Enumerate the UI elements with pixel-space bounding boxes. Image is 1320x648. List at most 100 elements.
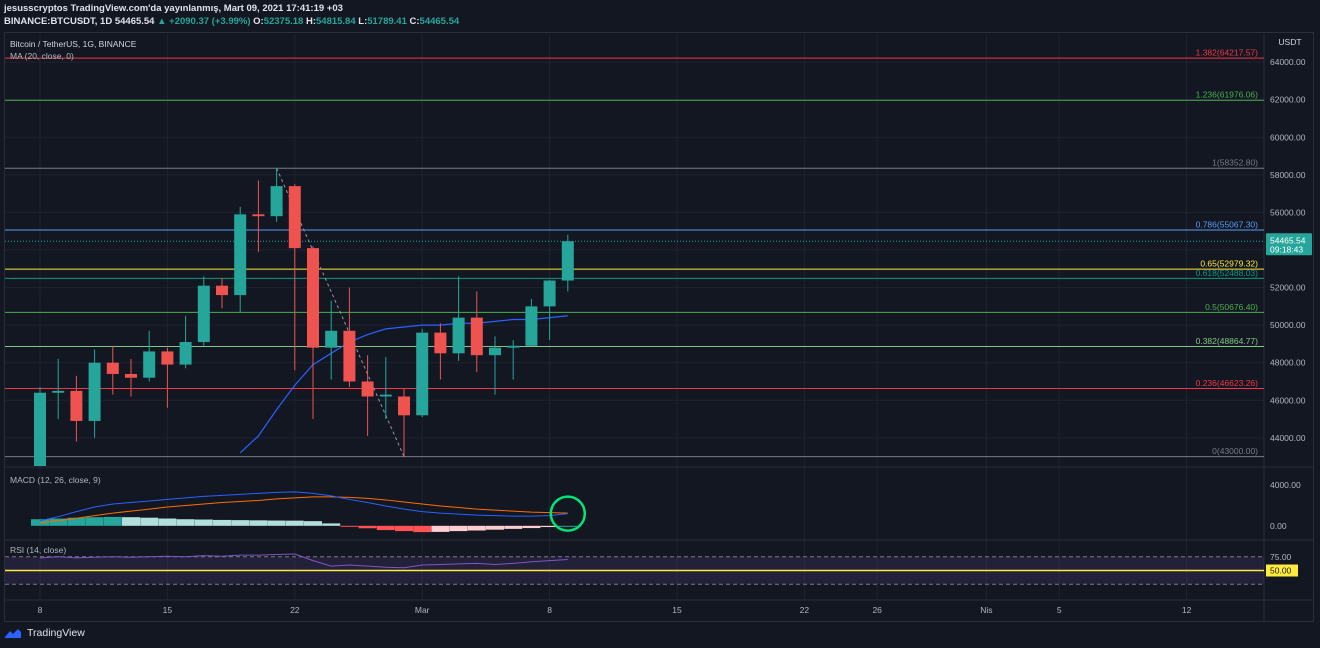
macd-histogram-bar [140, 517, 159, 526]
candle-body [452, 317, 465, 354]
low-label: L: [358, 16, 368, 27]
symbol-name: BINANCE:BTCUSDT, 1D [4, 16, 113, 27]
candle-body [470, 317, 483, 356]
close-label: C: [409, 16, 420, 27]
candle-body [143, 351, 156, 378]
open-label: O: [253, 16, 264, 27]
macd-histogram-bar [103, 516, 122, 526]
fib-trend-line [276, 168, 405, 457]
macd-histogram-bar [431, 525, 450, 532]
macd-histogram-bar [194, 519, 213, 526]
time-tick-label: 22 [290, 605, 300, 615]
candle-body [161, 351, 174, 365]
macd-histogram-bar [213, 519, 231, 526]
price-tick-label: 52000.00 [1270, 283, 1306, 293]
candle-body [34, 392, 46, 466]
fib-level-label: 0.382(48864.77) [1196, 336, 1259, 346]
macd-tick-label: 0.00 [1270, 521, 1287, 531]
price-change: ▲ +2090.37 (+3.99%) [157, 16, 251, 27]
macd-line [39, 491, 568, 522]
macd-histogram-bar [449, 525, 468, 532]
last-price: 54465.54 [114, 16, 155, 27]
time-tick-label: Nis [980, 605, 992, 615]
macd-histogram-bar [231, 520, 250, 526]
macd-histogram-bar [540, 525, 559, 528]
price-tick-label: 60000.00 [1270, 132, 1306, 142]
macd-histogram-bar [158, 518, 177, 526]
countdown-timer: 09:18:43 [1270, 244, 1303, 254]
macd-histogram-bar [358, 525, 377, 529]
fib-level-label: 1.382(64217.57) [1196, 48, 1259, 58]
macd-indicator-label: MACD (12, 26, close, 9) [10, 475, 101, 485]
candle-body [343, 330, 356, 382]
brand-name: TradingView [27, 627, 85, 639]
fib-level-label: 0.5(50676.40) [1205, 302, 1258, 312]
symbol-quote: BINANCE:BTCUSDT, 1D 54465.54 ▲ +2090.37 … [4, 16, 459, 27]
rsi-indicator-label: RSI (14, close) [10, 545, 66, 555]
time-tick-label: 15 [672, 605, 682, 615]
macd-tick-label: 4000.00 [1270, 480, 1301, 490]
rsi-mid-tick: 50.00 [1270, 566, 1292, 576]
time-axis[interactable]: 8 15 22 Mar 8 15 22 26 Nis 5 12 [38, 605, 1192, 615]
macd-histogram-bar [85, 517, 104, 526]
candle-body [507, 345, 520, 348]
publish-info: jesusscryptos TradingView.com'da yayınla… [4, 3, 343, 14]
time-tick-label: 26 [872, 605, 882, 615]
candles [34, 168, 574, 466]
time-tick-label: 22 [800, 605, 810, 615]
macd-histogram-bar [249, 520, 268, 526]
macd-histogram-bar [558, 525, 577, 527]
macd-histogram-bar [322, 523, 341, 526]
candle-body [489, 347, 501, 356]
candle-body [197, 285, 210, 343]
candle-body [561, 241, 574, 281]
candle-body [179, 342, 192, 365]
price-tick-label: 48000.00 [1270, 358, 1306, 368]
candle-body [325, 330, 338, 348]
time-tick-label: Mar [415, 605, 430, 615]
price-tick-label: 46000.00 [1270, 395, 1306, 405]
candle-body [361, 381, 374, 397]
candle-body [307, 248, 319, 348]
macd-histogram-bar [376, 525, 395, 531]
tradingview-logo-icon [5, 629, 21, 638]
time-tick-label: 8 [547, 605, 552, 615]
candle-body [270, 186, 283, 217]
fib-level-label: 0.236(46623.26) [1196, 378, 1259, 388]
chart-title: Bitcoin / TetherUS, 1G, BINANCE [10, 39, 137, 49]
ma20-line [239, 315, 568, 454]
macd-histogram-bar [267, 520, 286, 526]
fib-retracement[interactable]: 1.382(64217.57) 1.236(61976.06) 1(58352.80… [5, 48, 1264, 458]
fib-level-label: 0(43000.00) [1212, 446, 1258, 456]
price-axis[interactable]: USDT 44000.00 46000.00 48000.00 50000.00 5200… [1266, 37, 1312, 577]
price-tick-label: 62000.00 [1270, 95, 1306, 105]
last-price-badge [1266, 233, 1312, 256]
macd-histogram-bar [522, 525, 541, 529]
macd-histogram-bar [467, 525, 486, 531]
low-value: 51789.41 [367, 16, 407, 27]
candle-body [88, 362, 101, 421]
macd-histogram-bar [413, 525, 432, 533]
high-label: H: [305, 16, 316, 27]
macd-histogram-bar [340, 525, 359, 527]
macd-pane [31, 491, 587, 533]
fib-level-label: 1.236(61976.06) [1196, 90, 1259, 100]
price-tick-label: 64000.00 [1270, 57, 1306, 67]
macd-cross-highlight [549, 495, 587, 532]
grid [5, 34, 1313, 621]
price-tick-label: 44000.00 [1270, 433, 1306, 443]
fib-level-label: 1(58352.80) [1212, 158, 1258, 168]
macd-histogram-bar [176, 519, 195, 526]
close-value: 54465.54 [419, 16, 460, 27]
rsi-mid-badge [1266, 564, 1298, 577]
macd-histogram-bar [504, 525, 523, 529]
candle-body [216, 285, 228, 296]
macd-histogram-bar [395, 525, 413, 532]
candle-body [416, 332, 429, 416]
rsi-pane [5, 553, 1264, 585]
candle-body [543, 280, 556, 307]
time-tick-label: 5 [1057, 605, 1062, 615]
price-tick-label: 56000.00 [1270, 207, 1306, 217]
rsi-line [39, 553, 568, 569]
